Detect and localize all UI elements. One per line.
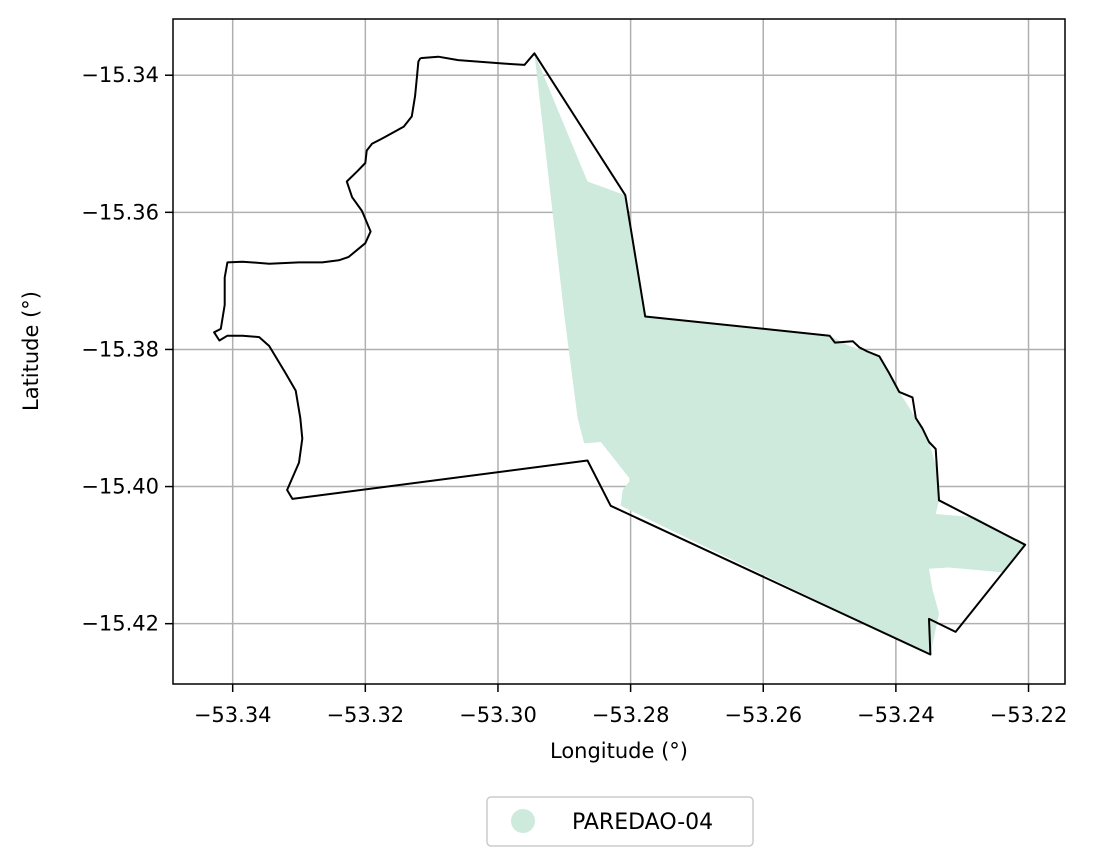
plot-frame [172,18,1066,685]
x-tick-label-4: −53.26 [724,703,802,727]
x-tick-label-2: −53.30 [459,703,537,727]
y-axis-label: Latitude (°) [19,291,43,411]
y-tick-label-0: −15.34 [81,63,159,87]
x-tick-label-6: −53.22 [990,703,1068,727]
y-tick-label-2: −15.38 [81,337,159,361]
x-tick-label-0: −53.34 [194,703,272,727]
x-axis-ticks: −53.34 −53.32 −53.30 −53.28 −53.26 −53.24 −53.… [194,684,1068,727]
legend: PAREDAO-04 [486,796,754,847]
paredao-04-area [534,53,1026,655]
y-tick-label-4: −15.42 [81,612,159,636]
municipality-boundary [213,52,1027,656]
y-axis-ticks: −15.34 −15.36 −15.38 −15.40 −15.42 [81,63,173,636]
x-tick-label-3: −53.28 [592,703,670,727]
legend-box [486,796,754,847]
y-tick-label-1: −15.36 [81,200,159,224]
x-tick-label-1: −53.32 [326,703,404,727]
y-tick-label-3: −15.40 [81,475,159,499]
x-axis-label: Longitude (°) [550,739,688,763]
x-tick-label-5: −53.24 [857,703,935,727]
legend-marker [511,809,535,833]
legend-label: PAREDAO-04 [572,810,713,835]
